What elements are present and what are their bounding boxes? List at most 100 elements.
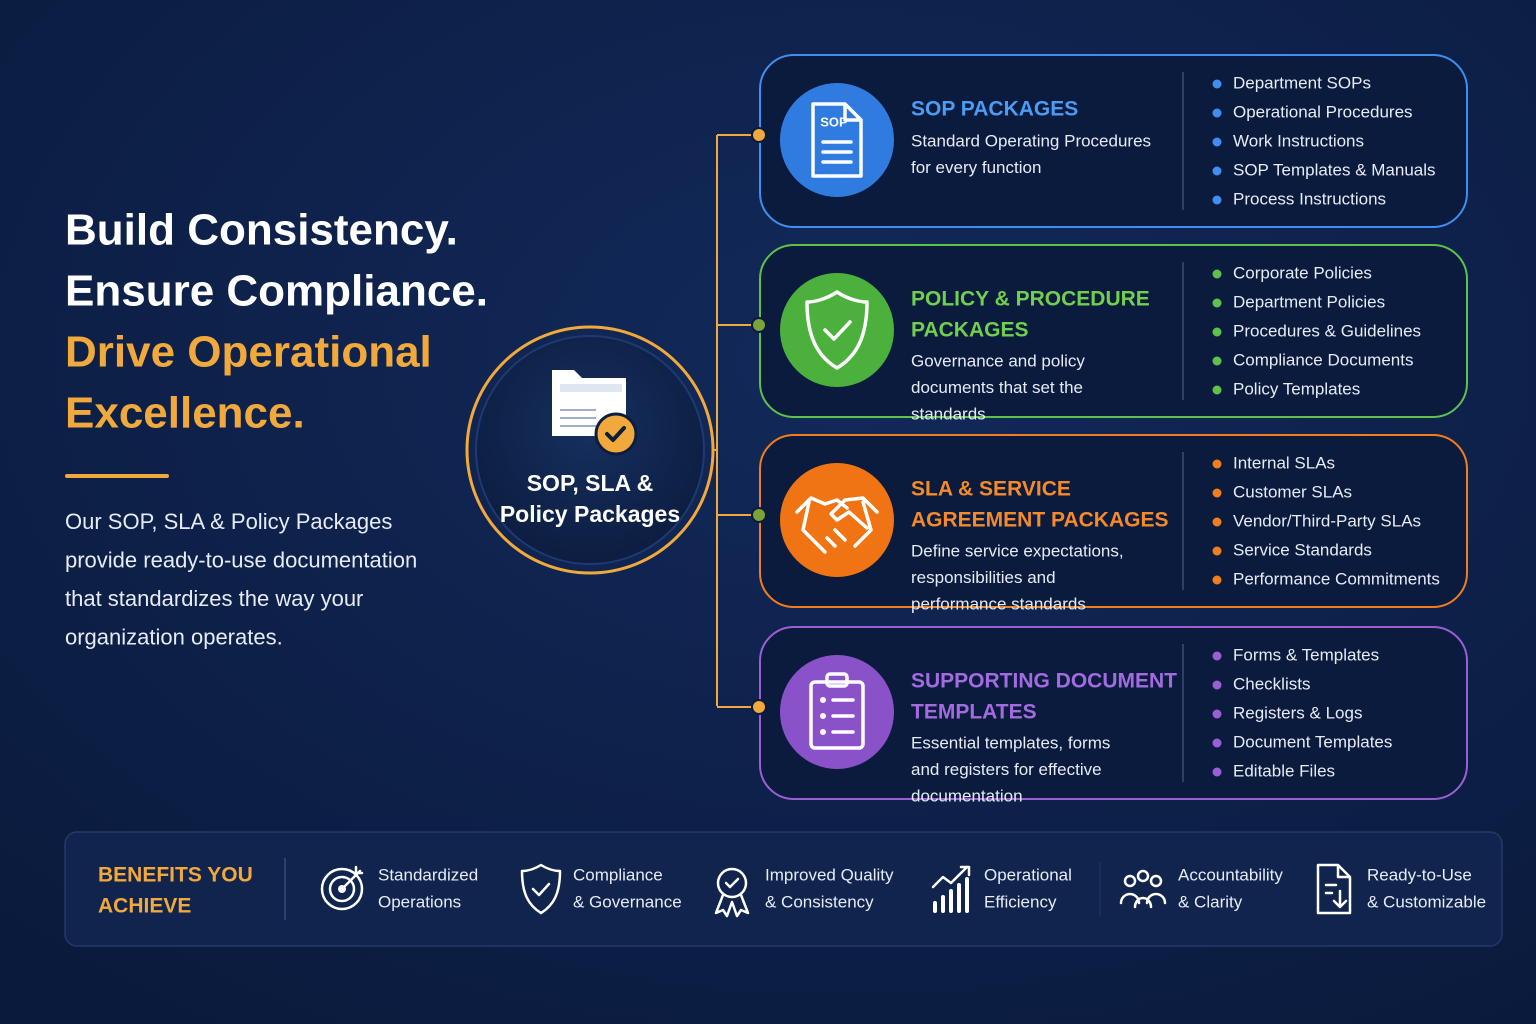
hub-label: Policy Packages <box>500 501 680 527</box>
shield-check <box>531 882 551 897</box>
package-item: Customer SLAs <box>1233 482 1352 501</box>
benefit-label: Operations <box>378 892 461 911</box>
hub-circle <box>475 335 705 565</box>
connector-dot <box>751 699 767 715</box>
package-icon-bg <box>780 655 894 769</box>
package-description: documents that set the <box>911 378 1083 397</box>
badge-check <box>724 877 740 889</box>
doc <box>1316 863 1352 915</box>
benefit-label: & Clarity <box>1178 892 1243 911</box>
list-dot <box>820 729 826 735</box>
clip <box>825 672 849 688</box>
package-description: Essential templates, forms <box>911 733 1110 752</box>
package-icon-bg <box>780 83 894 197</box>
benefit-label: Improved Quality <box>765 865 894 884</box>
package-item: Operational Procedures <box>1233 102 1413 121</box>
benefit-icon <box>714 867 750 918</box>
item-bullet <box>1212 195 1222 205</box>
benefit-label: Accountability <box>1178 865 1283 884</box>
benefit-icon <box>520 863 562 915</box>
trend-arrow <box>931 865 971 889</box>
package-description: documentation <box>911 786 1023 805</box>
person-head <box>1123 874 1137 888</box>
badge <box>716 867 748 899</box>
item-bullet <box>1212 269 1222 279</box>
headline-underline <box>65 474 169 478</box>
item-bullet <box>1212 517 1222 527</box>
package-description: for every function <box>911 158 1041 177</box>
person-head <box>1149 874 1163 888</box>
benefit-label: Compliance <box>573 865 663 884</box>
hand-right <box>817 496 879 554</box>
item-bullet <box>1212 385 1222 395</box>
intro-line: that standardizes the way your <box>65 586 363 611</box>
doc-label: SOP <box>820 114 848 129</box>
package-item: Performance Commitments <box>1233 569 1440 588</box>
package-description: responsibilities and <box>911 568 1056 587</box>
package-title: AGREEMENT PACKAGES <box>911 509 1168 532</box>
doc-outline <box>811 102 863 178</box>
benefit-icon <box>320 865 364 911</box>
item-bullet <box>1212 575 1222 585</box>
package-icon <box>805 290 869 370</box>
item-bullet <box>1212 709 1222 719</box>
package-description: Governance and policy <box>911 351 1085 370</box>
package-item: Procedures & Guidelines <box>1233 321 1421 340</box>
package-description: Define service expectations, <box>911 541 1124 560</box>
package-description: standards <box>911 404 986 423</box>
item-bullet <box>1212 166 1222 176</box>
benefit-icon <box>1316 863 1352 915</box>
package-icon <box>795 496 879 554</box>
benefit-label: & Customizable <box>1367 892 1486 911</box>
package-item: Department SOPs <box>1233 73 1371 92</box>
intro-line: organization operates. <box>65 624 283 649</box>
item-bullet <box>1212 459 1222 469</box>
package-item: Work Instructions <box>1233 131 1364 150</box>
benefit-icon <box>1119 869 1167 909</box>
benefits-bar <box>64 831 1503 947</box>
ribbon <box>714 893 750 918</box>
package-item: Forms & Templates <box>1233 645 1379 664</box>
download <box>1324 883 1348 909</box>
item-bullet <box>1212 488 1222 498</box>
package-title: SUPPORTING DOCUMENT <box>911 670 1177 693</box>
item-bullet <box>1212 767 1222 777</box>
list-dot <box>820 697 826 703</box>
benefit-label: Operational <box>984 865 1072 884</box>
package-icon: SOP <box>811 102 863 178</box>
headline-line: Excellence. <box>65 389 305 438</box>
benefit-label: Ready-to-Use <box>1367 865 1472 884</box>
package-item: Checklists <box>1233 674 1310 693</box>
item-bullet <box>1212 356 1222 366</box>
connector-trunk <box>713 135 718 706</box>
item-bullet <box>1212 680 1222 690</box>
package-item: Internal SLAs <box>1233 453 1335 472</box>
clipboard <box>809 680 865 750</box>
package-title: POLICY & PROCEDURE <box>911 288 1150 311</box>
benefits-title: ACHIEVE <box>98 895 191 918</box>
item-bullet <box>1212 546 1222 556</box>
shield-check <box>823 320 852 341</box>
package-item: Vendor/Third-Party SLAs <box>1233 511 1421 530</box>
hub-label: SOP, SLA & <box>527 470 654 496</box>
package-item: Compliance Documents <box>1233 350 1413 369</box>
item-bullet <box>1212 108 1222 118</box>
list-dot <box>820 713 826 719</box>
benefit-icon <box>931 865 971 913</box>
package-title: SOP PACKAGES <box>911 98 1078 121</box>
shield <box>520 863 562 915</box>
connector-dot <box>751 507 767 523</box>
target-ring <box>328 875 356 903</box>
package-description: performance standards <box>911 594 1086 613</box>
benefits-title: BENEFITS YOU <box>98 864 253 887</box>
package-item: Department Policies <box>1233 292 1385 311</box>
package-item: Corporate Policies <box>1233 263 1372 282</box>
benefit-label: Standardized <box>378 865 478 884</box>
package-title: SLA & SERVICE <box>911 478 1071 501</box>
package-item: SOP Templates & Manuals <box>1233 160 1436 179</box>
hub-icon <box>552 370 638 456</box>
target-arrow <box>340 865 364 891</box>
benefit-label: & Governance <box>573 892 682 911</box>
package-description: Standard Operating Procedures <box>911 131 1151 150</box>
